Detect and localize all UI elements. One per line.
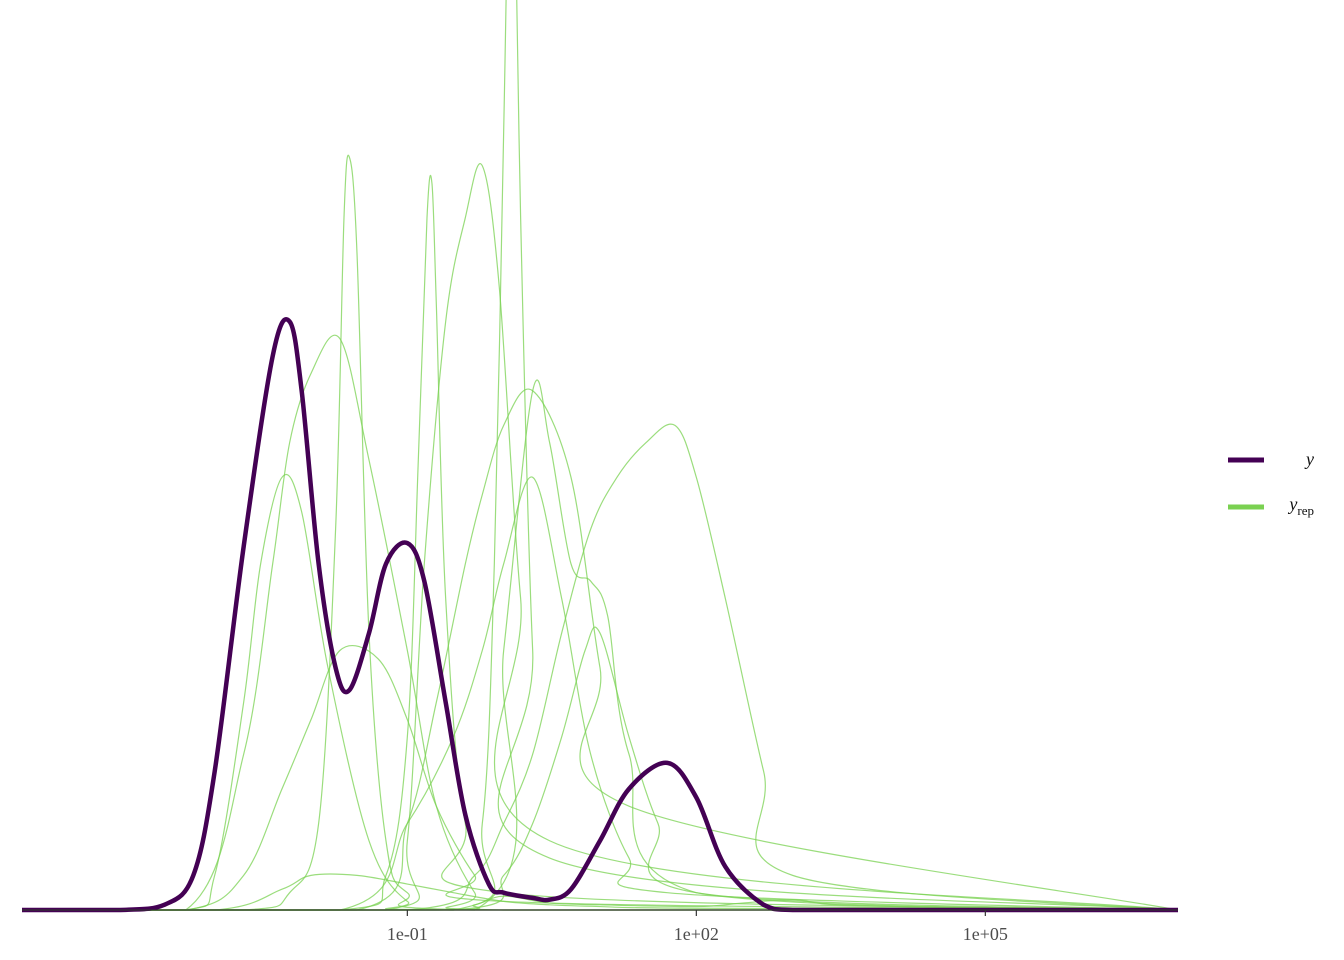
series-line-y-rep-13 bbox=[21, 873, 1179, 911]
x-tick-label: 1e-01 bbox=[387, 924, 428, 944]
series-line-y-rep-12 bbox=[21, 379, 1179, 911]
legend: y yrep bbox=[1228, 449, 1314, 518]
series-line-y-rep-10 bbox=[21, 423, 1179, 911]
series-line-y bbox=[21, 316, 1178, 913]
y-series-group bbox=[21, 316, 1178, 913]
x-axis: 1e-01 1e+02 1e+05 bbox=[22, 909, 1178, 944]
series-line-y-rep-1 bbox=[21, 154, 1178, 911]
legend-label-y-rep: yrep bbox=[1287, 494, 1314, 518]
series-line-y-rep-4 bbox=[21, 163, 1179, 911]
series-line-y-rep-7 bbox=[21, 645, 1179, 911]
series-line-y-rep-3 bbox=[21, 0, 1179, 911]
series-line-y-rep-5 bbox=[21, 334, 1178, 911]
legend-label-y: y bbox=[1304, 449, 1314, 469]
x-tick-label: 1e+02 bbox=[674, 924, 719, 944]
series-line-y-rep-8 bbox=[21, 388, 1179, 911]
x-tick-label: 1e+05 bbox=[963, 924, 1008, 944]
y-rep-series-group bbox=[21, 0, 1179, 911]
series-line-y-rep-9 bbox=[21, 476, 1179, 911]
series-line-y-rep-2 bbox=[21, 174, 1179, 911]
